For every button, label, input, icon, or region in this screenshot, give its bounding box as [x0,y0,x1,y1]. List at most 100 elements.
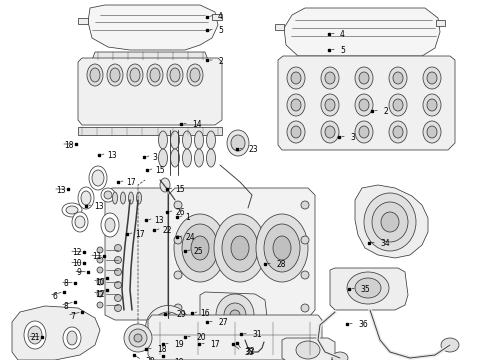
Polygon shape [168,188,315,318]
Ellipse shape [301,271,309,279]
Ellipse shape [115,305,122,311]
Text: 11: 11 [92,252,101,261]
Ellipse shape [105,218,115,232]
Ellipse shape [115,269,122,275]
Ellipse shape [264,224,300,272]
Ellipse shape [389,94,407,116]
Ellipse shape [393,99,403,111]
Ellipse shape [160,320,176,336]
Ellipse shape [427,72,437,84]
Ellipse shape [321,121,339,143]
Ellipse shape [97,257,103,263]
Ellipse shape [165,325,171,331]
Text: 13: 13 [154,216,164,225]
Ellipse shape [347,272,389,304]
Text: 30: 30 [145,357,155,360]
Text: 4: 4 [218,12,223,21]
Ellipse shape [24,321,46,349]
Polygon shape [282,338,335,360]
Ellipse shape [115,244,122,252]
Ellipse shape [325,72,335,84]
Ellipse shape [273,236,291,260]
Text: 5: 5 [340,46,345,55]
Polygon shape [78,127,222,135]
Ellipse shape [124,324,152,352]
Text: 18: 18 [157,345,167,354]
Text: 23: 23 [248,145,258,154]
Ellipse shape [72,212,88,232]
Text: 35: 35 [360,285,370,294]
Text: 3: 3 [350,133,355,142]
Ellipse shape [127,64,143,86]
Text: 18: 18 [64,141,74,150]
Ellipse shape [110,68,120,82]
Ellipse shape [301,236,309,244]
Text: 26: 26 [175,208,185,217]
Text: 13: 13 [56,186,66,195]
Ellipse shape [216,294,254,336]
Text: 1: 1 [185,213,190,222]
Ellipse shape [187,64,203,86]
Text: 19: 19 [174,340,184,349]
Ellipse shape [423,121,441,143]
Ellipse shape [174,304,182,312]
Ellipse shape [115,256,122,264]
Ellipse shape [115,294,122,302]
Ellipse shape [190,68,200,82]
Ellipse shape [97,302,103,308]
Text: 17: 17 [126,178,136,187]
Ellipse shape [81,191,91,205]
Ellipse shape [191,236,209,260]
Text: 15: 15 [155,166,165,175]
Text: 28: 28 [276,260,286,269]
Text: 2: 2 [218,57,223,66]
Ellipse shape [355,67,373,89]
Ellipse shape [325,99,335,111]
Ellipse shape [104,191,112,199]
Text: 10: 10 [95,278,105,287]
Ellipse shape [152,312,184,344]
Text: 13: 13 [94,202,103,211]
Ellipse shape [355,121,373,143]
Text: 32: 32 [245,347,255,356]
Ellipse shape [121,192,125,204]
Ellipse shape [66,206,78,214]
Ellipse shape [291,126,301,138]
Text: 10: 10 [72,259,82,268]
Ellipse shape [171,131,179,149]
Polygon shape [78,18,88,24]
Ellipse shape [359,126,369,138]
Text: 16: 16 [200,309,210,318]
Text: 24: 24 [185,233,195,242]
Ellipse shape [167,64,183,86]
Polygon shape [78,58,222,125]
Ellipse shape [97,291,103,297]
Ellipse shape [224,303,246,327]
Ellipse shape [381,212,399,232]
Ellipse shape [321,94,339,116]
Ellipse shape [195,149,203,167]
Ellipse shape [158,149,168,167]
Ellipse shape [372,202,408,242]
Ellipse shape [296,341,320,359]
Text: 31: 31 [252,330,262,339]
Ellipse shape [97,247,103,253]
Ellipse shape [87,64,103,86]
Ellipse shape [75,216,85,228]
Ellipse shape [158,131,168,149]
Text: 25: 25 [193,247,203,256]
Text: 4: 4 [340,30,345,39]
Text: 2: 2 [383,107,388,116]
Ellipse shape [359,99,369,111]
Polygon shape [92,52,208,60]
Text: 5: 5 [218,26,223,35]
Ellipse shape [63,327,81,349]
Text: 17: 17 [210,340,220,349]
Ellipse shape [301,201,309,209]
Ellipse shape [134,334,142,342]
Ellipse shape [62,203,82,217]
Ellipse shape [170,68,180,82]
Text: 8: 8 [63,302,68,311]
Ellipse shape [389,121,407,143]
Ellipse shape [150,68,160,82]
